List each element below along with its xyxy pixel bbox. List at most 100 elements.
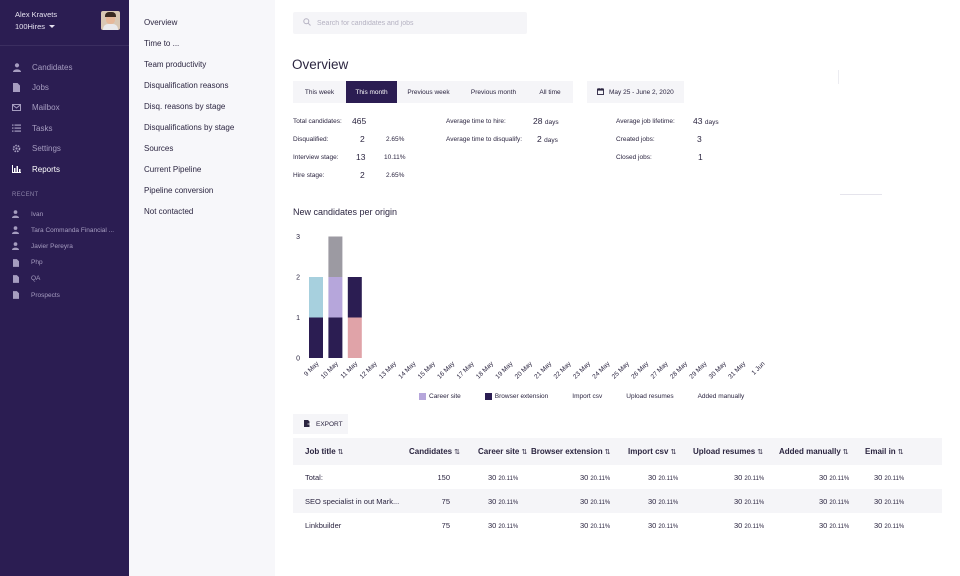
recent-label: Php	[31, 259, 43, 267]
org-switcher[interactable]: 100Hires	[15, 22, 57, 31]
submenu-item-overview[interactable]: Overview	[144, 18, 178, 27]
cell-value: 30	[874, 473, 883, 482]
nav-item-reports[interactable]: Reports	[12, 159, 72, 179]
col-header-added-manually[interactable]: Added manually ⇅	[779, 447, 849, 456]
sort-icon[interactable]: ⇅	[757, 449, 764, 456]
table-row[interactable]: Total: 150 30 20.11% 30 20.11% 30 20.11% 30 20.11…	[293, 465, 942, 489]
legend-item-added-manually[interactable]: Added manually	[698, 393, 745, 400]
user-menu[interactable]: Alex Kravets 100Hires	[15, 10, 57, 31]
recent-item[interactable]: QA	[12, 271, 114, 287]
search-bar[interactable]	[293, 12, 527, 34]
cell-job-title[interactable]: SEO specialist in out Mark...	[305, 497, 400, 506]
nav-item-jobs[interactable]: Jobs	[12, 77, 72, 97]
nav-label: Settings	[32, 144, 61, 154]
legend-item-upload-resumes[interactable]: Upload resumes	[626, 393, 673, 400]
nav-label: Reports	[32, 164, 61, 174]
sort-icon[interactable]: ⇅	[897, 449, 904, 456]
col-header-career-site[interactable]: Career site ⇅	[478, 447, 527, 456]
nav-item-settings[interactable]: Settings	[12, 139, 72, 159]
column-label: Email in	[865, 447, 896, 456]
submenu-item-time-to[interactable]: Time to ...	[144, 39, 180, 48]
submenu-item-disq-reasons-by-stage[interactable]: Disq. reasons by stage	[144, 102, 226, 111]
cell-percent: 20.11%	[884, 524, 905, 530]
x-tick-label: 17 May	[456, 360, 477, 381]
col-header-import-csv[interactable]: Import csv ⇅	[628, 447, 676, 456]
col-header-upload-resumes[interactable]: Upload resumes ⇅	[693, 447, 763, 456]
y-tick-label: 3	[296, 234, 300, 241]
tab-this-month[interactable]: This month	[346, 81, 397, 103]
sort-icon[interactable]: ⇅	[521, 449, 528, 456]
submenu-item-sources[interactable]: Sources	[144, 144, 174, 153]
tab-this-week[interactable]: This week	[304, 88, 335, 96]
submenu-item-disqualification-reasons[interactable]: Disqualification reasons	[144, 81, 229, 90]
submenu-item-team-productivity[interactable]: Team productivity	[144, 60, 207, 69]
cell-source-count: 30 20.11%	[488, 497, 518, 506]
submenu-item-not-contacted[interactable]: Not contacted	[144, 207, 194, 216]
recent-item[interactable]: Ivan	[12, 206, 114, 222]
sort-icon[interactable]: ⇅	[337, 449, 344, 456]
submenu-item-disqualifications-by-stage[interactable]: Disqualifications by stage	[144, 123, 235, 132]
cell-percent: 20.11%	[658, 524, 679, 530]
submenu-item-current-pipeline[interactable]: Current Pipeline	[144, 165, 202, 174]
nav-item-candidates[interactable]: Candidates	[12, 57, 72, 77]
date-range-picker[interactable]: May 25 - June 2, 2020	[587, 81, 684, 103]
export-button[interactable]: EXPORT	[293, 414, 348, 434]
stat-avg-time-to-hire-number: 28	[533, 116, 543, 126]
recent-heading: RECENT	[12, 192, 39, 198]
sort-icon[interactable]: ⇅	[604, 449, 611, 456]
sort-icon[interactable]: ⇅	[670, 449, 677, 456]
chart-bar[interactable]	[328, 236, 343, 278]
cell-source-count: 30 20.11%	[874, 497, 904, 506]
chart-bar[interactable]	[328, 317, 343, 359]
calendar-icon	[597, 87, 604, 97]
chart-bar[interactable]	[347, 317, 362, 359]
tab-previous-week[interactable]: Previous week	[407, 88, 450, 96]
stat-disqualified-label: Disqualified:	[293, 136, 329, 143]
tab-previous-month[interactable]: Previous month	[470, 88, 517, 96]
nav-item-tasks[interactable]: Tasks	[12, 118, 72, 138]
recent-item[interactable]: Tara Commanda Financial ...	[12, 222, 114, 238]
cell-job-title[interactable]: Linkbuilder	[305, 521, 342, 530]
stat-disqualified-value: 2	[360, 134, 365, 144]
table-header: Job title ⇅ Candidates ⇅ Career site ⇅ Brow…	[293, 438, 942, 465]
submenu-item-pipeline-conversion[interactable]: Pipeline conversion	[144, 186, 214, 195]
sort-icon[interactable]: ⇅	[454, 449, 460, 456]
recent-label: Prospects	[31, 291, 60, 299]
x-tick-label: 23 May	[572, 360, 593, 381]
table-row[interactable]: SEO specialist in out Mark... 75 30 20.11% 3…	[293, 489, 942, 513]
recent-label: Tara Commanda Financial ...	[31, 226, 115, 234]
tab-all-time[interactable]: All time	[539, 88, 561, 96]
stat-avg-job-lifetime-label: Average job lifetime:	[616, 118, 675, 125]
chart-bar[interactable]	[328, 277, 343, 318]
col-header-candidates[interactable]: Candidates ⇅	[409, 447, 460, 456]
cell-percent: 20.11%	[829, 500, 850, 506]
col-header-browser-extension[interactable]: Browser extension ⇅	[531, 447, 610, 456]
recent-item[interactable]: Javier Pereyra	[12, 238, 114, 254]
search-input[interactable]	[317, 19, 517, 27]
chart-bar[interactable]	[309, 317, 323, 359]
recent-item[interactable]: Php	[12, 255, 114, 271]
cell-percent: 20.11%	[498, 476, 519, 482]
recent-item[interactable]: Prospects	[12, 287, 114, 303]
cell-source-count: 30 20.11%	[580, 521, 610, 530]
legend-item-career-site[interactable]: Career site	[419, 393, 461, 400]
legend-item-browser-extension[interactable]: Browser extension	[484, 393, 548, 400]
stat-avg-time-to-hire-unit: days	[544, 119, 559, 126]
cell-value: 30	[488, 473, 497, 482]
cell-percent: 20.11%	[744, 476, 765, 482]
cell-source-count: 30 20.11%	[488, 473, 518, 482]
col-header-job-title[interactable]: Job title ⇅	[305, 447, 344, 456]
legend-item-import-csv[interactable]: Import csv	[572, 393, 602, 400]
avatar[interactable]	[101, 11, 120, 30]
sort-icon[interactable]: ⇅	[842, 449, 849, 456]
chart-bar[interactable]	[309, 277, 323, 318]
table-row[interactable]: Linkbuilder 75 30 20.11% 30 20.11% 30 20.11% 30 2…	[293, 513, 942, 537]
cell-percent: 20.11%	[658, 500, 679, 506]
nav-item-mailbox[interactable]: Mailbox	[12, 98, 72, 118]
divider	[840, 194, 882, 195]
col-header-email-in[interactable]: Email in ⇅	[865, 447, 904, 456]
document-icon	[12, 258, 19, 267]
chart-bar[interactable]	[347, 277, 362, 318]
cell-source-count: 30 20.11%	[819, 497, 849, 506]
stat-closed-jobs-label: Closed jobs:	[616, 154, 652, 161]
